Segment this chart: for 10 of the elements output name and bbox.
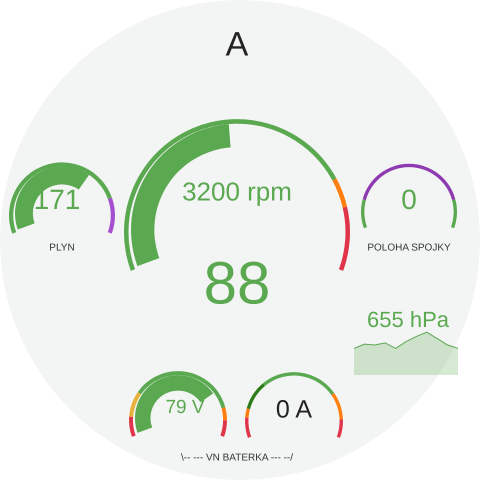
text: \-- --- VN BATERKA --- --/ xyxy=(180,452,294,464)
text: 79 V xyxy=(165,397,205,419)
text: 3200 rpm xyxy=(182,176,292,208)
text: A xyxy=(226,26,248,64)
text: POLOHA SPOJKY xyxy=(367,242,451,254)
text: 0 A xyxy=(276,396,312,424)
text: 88 xyxy=(204,248,270,318)
text: 655 hPa xyxy=(367,307,449,333)
text: PLYN xyxy=(49,242,75,254)
text: 0 xyxy=(401,184,417,216)
